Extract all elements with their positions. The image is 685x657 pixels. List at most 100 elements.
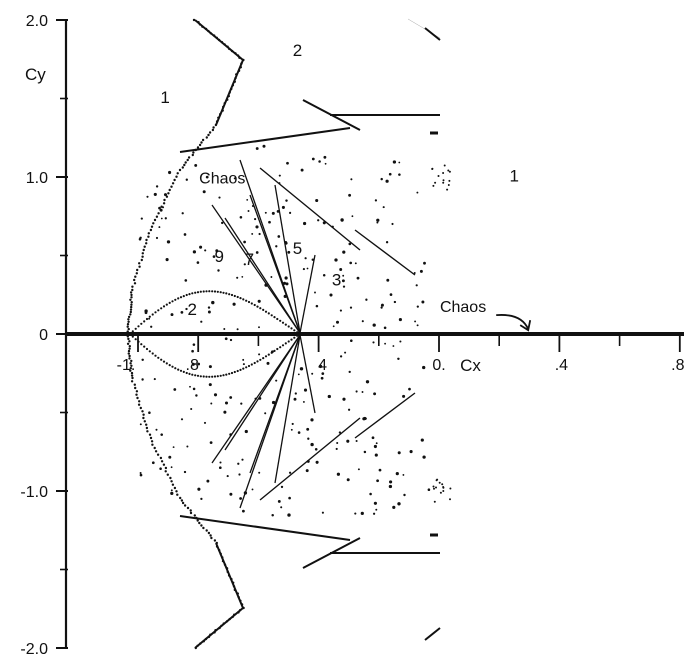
boundary-point	[376, 479, 379, 483]
boundary-point	[262, 144, 266, 148]
boundary-point	[130, 371, 134, 375]
boundary-point	[133, 383, 136, 386]
boundary-point	[398, 318, 402, 322]
boundary-point	[437, 175, 440, 177]
boundary-point	[159, 467, 162, 470]
boundary-point	[239, 497, 242, 500]
boundary-point	[201, 138, 205, 142]
boundary-point	[279, 346, 282, 349]
chaos-label: Chaos	[199, 170, 245, 187]
boundary-point	[233, 370, 236, 374]
boundary-point	[213, 393, 218, 397]
boundary-point	[303, 388, 308, 392]
boundary-point	[329, 293, 333, 297]
boundary-point	[212, 126, 215, 129]
boundary-point	[311, 372, 314, 375]
boundary-point	[385, 241, 389, 244]
boundary-point	[158, 226, 161, 229]
boundary-point	[130, 374, 134, 377]
boundary-segment	[299, 334, 316, 414]
boundary-point	[299, 367, 304, 371]
boundary-point	[355, 439, 358, 443]
boundary-point	[310, 442, 314, 447]
boundary-point	[208, 365, 212, 369]
boundary-point	[340, 218, 344, 222]
boundary-point	[131, 288, 134, 292]
boundary-point	[245, 299, 248, 302]
boundary-point	[290, 338, 293, 341]
boundary-point	[433, 500, 436, 503]
boundary-point	[449, 498, 451, 501]
x-tick-label: .8	[671, 357, 684, 374]
boundary-point	[219, 374, 222, 377]
boundary-point	[267, 312, 270, 315]
boundary-point	[128, 345, 131, 348]
boundary-point	[448, 179, 451, 182]
boundary-point	[408, 387, 411, 391]
boundary-segment	[194, 607, 244, 649]
boundary-point	[127, 315, 131, 319]
boundary-point	[383, 326, 387, 330]
boundary-point	[211, 128, 215, 132]
boundary-point	[202, 375, 205, 378]
boundary-point	[143, 320, 146, 323]
boundary-point	[128, 357, 131, 360]
boundary-segment	[424, 627, 441, 641]
boundary-point	[164, 466, 168, 470]
boundary-point	[230, 371, 234, 375]
boundary-point	[185, 178, 188, 181]
boundary-point	[237, 462, 240, 465]
boundary-point	[228, 293, 231, 296]
boundary-point	[276, 209, 280, 213]
boundary-point	[149, 436, 153, 440]
boundary-point	[247, 300, 251, 304]
boundary-point	[397, 451, 401, 455]
boundary-point	[420, 438, 424, 442]
boundary-point	[148, 350, 151, 353]
boundary-point	[200, 141, 203, 144]
boundary-point	[213, 375, 217, 378]
boundary-point	[202, 290, 205, 293]
region-labels: 1 2 1 Chaos 5 7 9 3 2 Chaos	[160, 41, 519, 319]
region-number-label: 3	[332, 270, 341, 289]
boundary-point	[192, 343, 196, 346]
boundary-point	[224, 401, 229, 405]
boundary-point	[251, 232, 254, 235]
boundary-point	[324, 162, 327, 165]
boundary-point	[194, 374, 197, 377]
boundary-point	[151, 313, 154, 316]
boundary-point	[278, 182, 281, 185]
boundary-point	[207, 310, 211, 314]
boundary-point	[145, 347, 149, 351]
boundary-point	[133, 282, 137, 285]
boundary-point	[147, 232, 150, 235]
boundary-point	[264, 310, 268, 313]
boundary-point	[170, 466, 173, 469]
boundary-point	[432, 485, 435, 488]
boundary-point	[287, 325, 290, 328]
boundary-point	[222, 374, 225, 377]
boundary-point	[205, 175, 209, 179]
boundary-point	[275, 379, 278, 382]
boundary-point	[207, 531, 211, 535]
boundary-point	[177, 368, 180, 371]
boundary-point	[338, 431, 342, 434]
boundary-point	[198, 521, 201, 525]
boundary-point	[245, 366, 248, 369]
boundary-point	[128, 340, 131, 343]
boundary-point	[389, 480, 393, 484]
boundary-point	[350, 339, 353, 342]
boundary-point	[392, 160, 397, 164]
boundary-point	[365, 380, 370, 384]
boundary-point	[397, 502, 401, 506]
boundary-point	[342, 274, 345, 277]
boundary-point	[166, 473, 169, 476]
boundary-point	[391, 222, 394, 226]
boundary-point	[157, 212, 160, 215]
boundary-point	[154, 311, 157, 314]
boundary-segment	[239, 334, 301, 509]
boundary-point	[171, 483, 175, 486]
boundary-point	[271, 514, 274, 517]
boundary-point	[135, 390, 139, 393]
